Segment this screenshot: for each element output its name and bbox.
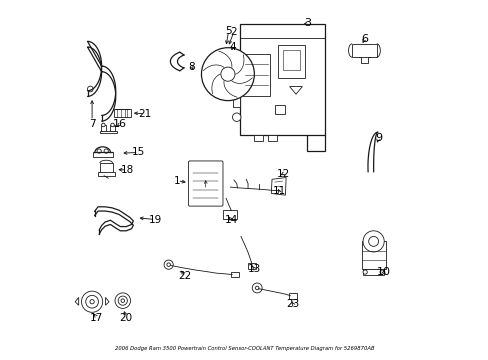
Bar bbox=[93, 153, 112, 157]
Bar bbox=[243, 54, 269, 96]
Text: 9: 9 bbox=[374, 133, 381, 143]
Circle shape bbox=[102, 123, 105, 127]
Text: 2: 2 bbox=[230, 27, 237, 37]
FancyBboxPatch shape bbox=[188, 161, 223, 206]
Bar bbox=[274, 104, 284, 114]
Circle shape bbox=[379, 270, 384, 274]
Bar bbox=[233, 96, 240, 107]
Circle shape bbox=[90, 300, 94, 304]
Text: 10: 10 bbox=[376, 267, 390, 278]
Text: 18: 18 bbox=[121, 165, 134, 175]
Bar bbox=[114, 109, 131, 117]
Bar bbox=[363, 269, 383, 275]
Circle shape bbox=[104, 149, 108, 153]
Text: 23: 23 bbox=[286, 299, 299, 309]
Circle shape bbox=[115, 293, 130, 309]
Text: 13: 13 bbox=[247, 264, 261, 274]
Text: 8: 8 bbox=[188, 62, 195, 72]
Circle shape bbox=[164, 260, 173, 269]
Text: 4: 4 bbox=[229, 42, 236, 51]
Bar bbox=[278, 45, 304, 78]
Bar bbox=[351, 44, 376, 57]
Circle shape bbox=[252, 283, 262, 293]
Circle shape bbox=[368, 237, 378, 246]
Circle shape bbox=[166, 263, 170, 266]
Polygon shape bbox=[271, 177, 285, 195]
Circle shape bbox=[362, 270, 366, 274]
Text: 1: 1 bbox=[174, 176, 181, 186]
Text: 17: 17 bbox=[89, 313, 103, 323]
Bar bbox=[231, 272, 238, 277]
Circle shape bbox=[232, 113, 241, 121]
Circle shape bbox=[201, 48, 254, 100]
Circle shape bbox=[221, 67, 235, 81]
Text: 15: 15 bbox=[132, 148, 145, 157]
Text: 6: 6 bbox=[360, 34, 367, 44]
Circle shape bbox=[111, 123, 114, 127]
Bar bbox=[109, 125, 115, 131]
Circle shape bbox=[118, 296, 127, 305]
Bar bbox=[240, 24, 324, 135]
Text: 22: 22 bbox=[178, 271, 191, 281]
Circle shape bbox=[97, 149, 101, 153]
Text: 7: 7 bbox=[89, 118, 95, 129]
Polygon shape bbox=[75, 297, 79, 305]
Text: 20: 20 bbox=[120, 313, 133, 323]
Text: 3: 3 bbox=[304, 18, 311, 28]
Polygon shape bbox=[289, 86, 302, 94]
Text: 2006 Dodge Ram 3500 Powertrain Control Sensor-COOLANT Temperature Diagram for 52: 2006 Dodge Ram 3500 Powertrain Control S… bbox=[115, 346, 373, 351]
Bar bbox=[267, 135, 276, 141]
Bar bbox=[100, 163, 112, 173]
Circle shape bbox=[85, 295, 98, 308]
Bar bbox=[361, 242, 385, 269]
Text: 14: 14 bbox=[224, 215, 237, 225]
Circle shape bbox=[121, 299, 124, 302]
Text: 19: 19 bbox=[149, 215, 162, 225]
Bar bbox=[288, 293, 296, 299]
Bar bbox=[247, 263, 256, 269]
Circle shape bbox=[255, 286, 259, 290]
Bar bbox=[100, 131, 117, 134]
Text: 11: 11 bbox=[272, 186, 285, 196]
Circle shape bbox=[362, 231, 384, 252]
Circle shape bbox=[81, 291, 102, 312]
Bar bbox=[98, 172, 114, 176]
Text: 12: 12 bbox=[276, 168, 289, 179]
Bar bbox=[282, 50, 300, 69]
Bar bbox=[254, 135, 263, 141]
Text: 5: 5 bbox=[225, 26, 231, 36]
Bar bbox=[222, 210, 236, 219]
Text: 16: 16 bbox=[113, 119, 127, 129]
Text: 21: 21 bbox=[138, 109, 151, 119]
Bar bbox=[101, 125, 106, 131]
Polygon shape bbox=[105, 297, 109, 305]
Circle shape bbox=[87, 86, 93, 92]
